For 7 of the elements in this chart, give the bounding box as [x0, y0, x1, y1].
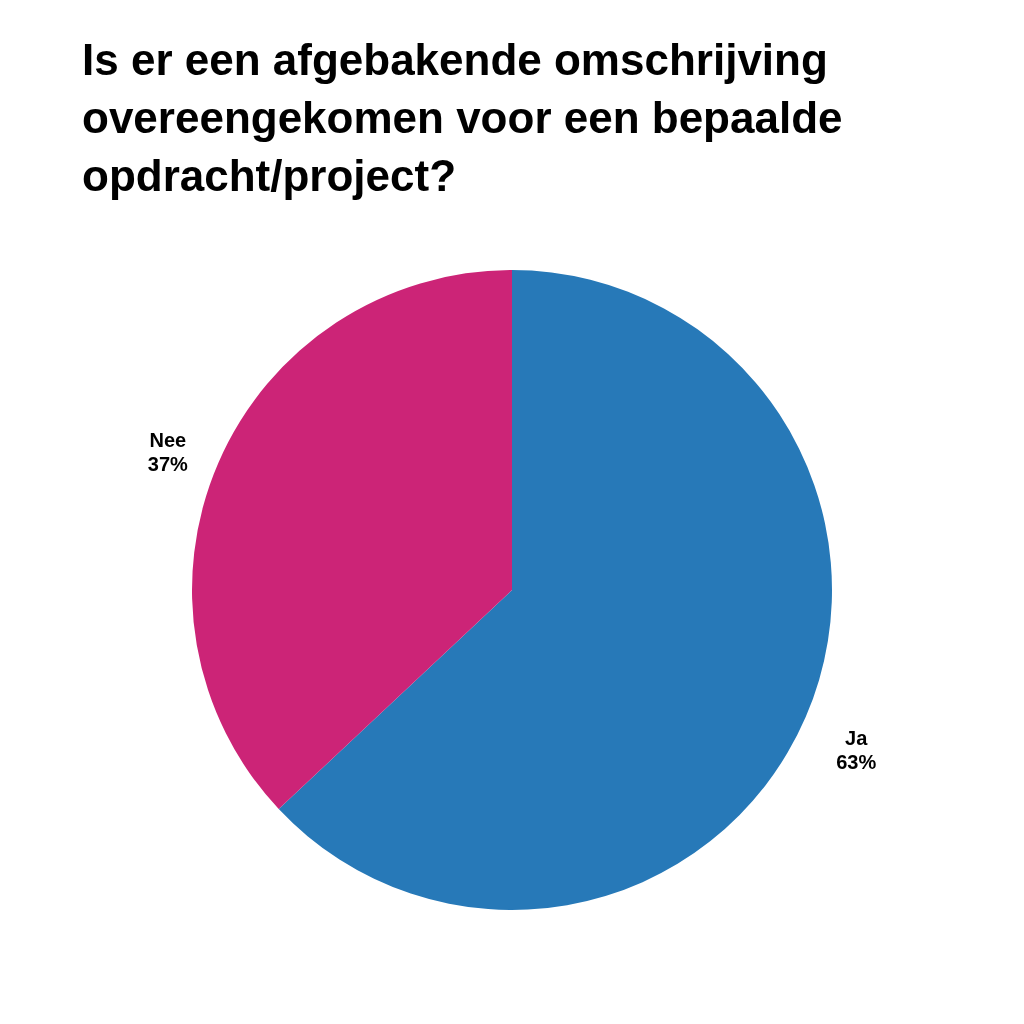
data-label: 37% [147, 453, 189, 476]
slice-label: Nee [149, 429, 187, 452]
pie-slice [278, 270, 832, 910]
slice-label: Ja [845, 726, 869, 749]
chart-title: Is er een afgebakende omschrijving overeengekomen voor een bepaalde opdracht/project? [82, 35, 843, 200]
data-label: 63% [836, 750, 877, 773]
pie-slice [192, 270, 512, 810]
